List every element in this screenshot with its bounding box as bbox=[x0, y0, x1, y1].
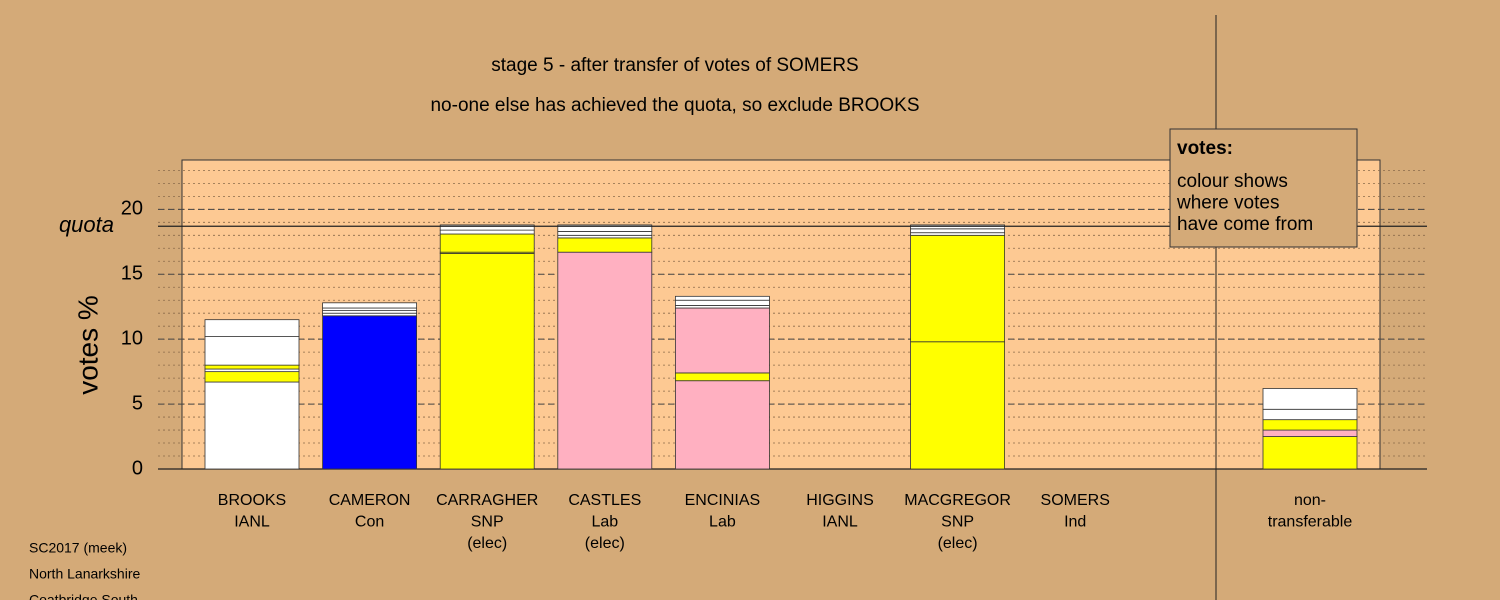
x-tick-label: BROOKS bbox=[218, 492, 286, 509]
bar-segment bbox=[910, 224, 1005, 230]
bar-segment bbox=[557, 231, 653, 236]
x-tick-label: SNP bbox=[941, 514, 974, 531]
y-axis-label: votes % bbox=[72, 295, 103, 395]
x-tick-label: MACGREGOR bbox=[904, 492, 1011, 509]
bar-segment bbox=[204, 336, 300, 366]
x-tick-label: Ind bbox=[1064, 514, 1086, 531]
quota-label: quota bbox=[59, 212, 114, 237]
bar-segment bbox=[557, 224, 653, 232]
bar-segment bbox=[675, 299, 770, 306]
x-tick-label: (elec) bbox=[585, 535, 625, 552]
bar-segment bbox=[675, 372, 770, 382]
bar-segment bbox=[1262, 388, 1358, 410]
x-tick-label: HIGGINS bbox=[806, 492, 874, 509]
bar-segment bbox=[1262, 436, 1358, 470]
bar-segment bbox=[204, 319, 300, 337]
y-tick-label: 0 bbox=[132, 457, 143, 479]
bar-segment bbox=[1262, 408, 1358, 421]
legend-text: colour shows bbox=[1177, 171, 1288, 192]
x-tick-label: (elec) bbox=[938, 535, 978, 552]
bar-segment bbox=[910, 228, 1005, 234]
y-tick-label: 10 bbox=[121, 327, 143, 349]
chart-subtitle: no-one else has achieved the quota, so e… bbox=[430, 95, 919, 116]
x-tick-label: non- bbox=[1294, 492, 1326, 509]
bar-segment bbox=[1262, 429, 1358, 437]
footer-text: North Lanarkshire bbox=[29, 566, 140, 582]
bar-segment bbox=[204, 371, 300, 383]
bar-segment bbox=[910, 341, 1005, 470]
x-tick-label: CAMERON bbox=[329, 492, 411, 509]
legend-box bbox=[1169, 128, 1358, 248]
bar-segment bbox=[439, 233, 535, 253]
x-tick-label: Lab bbox=[709, 514, 736, 531]
x-tick-label: IANL bbox=[822, 514, 858, 531]
bar-segment bbox=[439, 224, 535, 231]
x-tick-label: Con bbox=[355, 514, 384, 531]
x-tick-label: IANL bbox=[234, 514, 270, 531]
x-tick-label: transferable bbox=[1268, 514, 1353, 531]
y-tick-label: 5 bbox=[132, 392, 143, 414]
x-tick-label: Lab bbox=[591, 514, 618, 531]
footer-text: SC2017 (meek) bbox=[29, 540, 127, 556]
bar-segment bbox=[675, 307, 770, 374]
bar-segment bbox=[910, 234, 1005, 343]
legend-title: votes: bbox=[1177, 138, 1233, 159]
bar-segment bbox=[439, 229, 535, 235]
x-tick-label: (elec) bbox=[467, 535, 507, 552]
bar-segment bbox=[322, 302, 418, 309]
bar-segment bbox=[204, 364, 300, 370]
x-tick-label: ENCINIAS bbox=[685, 492, 761, 509]
footer-text: Coatbridge South bbox=[29, 592, 138, 600]
legend-text: where votes bbox=[1176, 193, 1279, 214]
bar-segment bbox=[204, 381, 300, 470]
y-tick-label: 20 bbox=[121, 198, 143, 220]
x-tick-label: CARRAGHER bbox=[436, 492, 538, 509]
bar-segment bbox=[675, 380, 770, 470]
bar-segment bbox=[557, 251, 653, 470]
bar-segment bbox=[557, 237, 653, 253]
bar-segment bbox=[322, 315, 418, 470]
chart-title: stage 5 - after transfer of votes of SOM… bbox=[491, 55, 859, 76]
x-tick-label: CASTLES bbox=[568, 492, 641, 509]
y-tick-label: 15 bbox=[121, 263, 143, 285]
bar-segment bbox=[439, 253, 535, 470]
bar-segment bbox=[675, 295, 770, 301]
legend-text: have come from bbox=[1177, 214, 1313, 235]
bar-segment bbox=[1262, 419, 1358, 431]
x-tick-label: SOMERS bbox=[1041, 492, 1110, 509]
x-tick-label: SNP bbox=[471, 514, 504, 531]
